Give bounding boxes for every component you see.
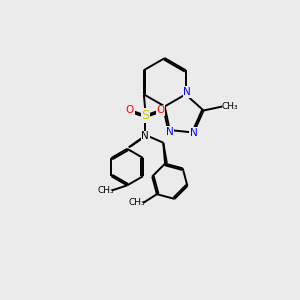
Text: N: N — [183, 87, 191, 97]
Text: CH₃: CH₃ — [97, 186, 114, 195]
Text: S: S — [141, 109, 149, 122]
Text: CH₃: CH₃ — [221, 102, 238, 111]
Text: O: O — [126, 105, 134, 115]
Text: O: O — [157, 105, 165, 115]
Text: N: N — [190, 128, 198, 138]
Text: N: N — [141, 131, 149, 141]
Text: CH₃: CH₃ — [128, 198, 145, 207]
Text: N: N — [166, 127, 174, 136]
